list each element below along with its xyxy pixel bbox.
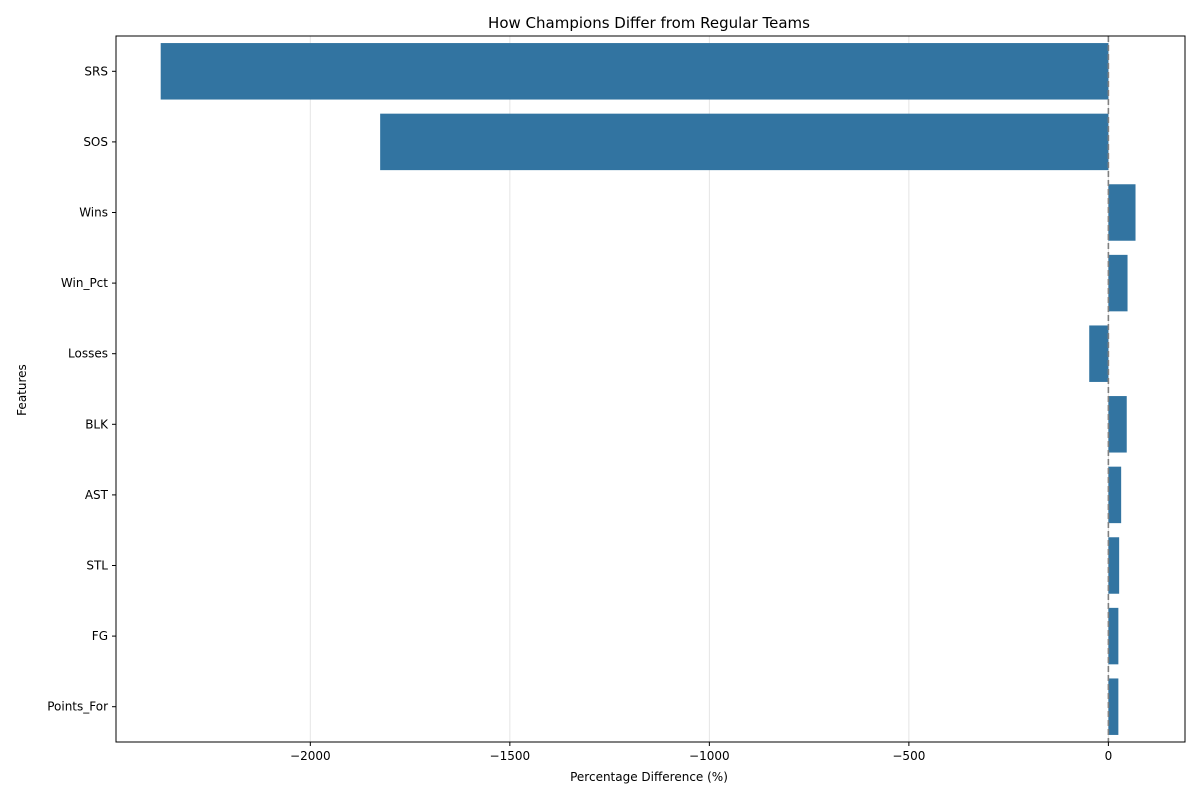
bar-points-for [1108, 678, 1119, 735]
y-tick-label: FG [92, 629, 108, 643]
y-tick-label: STL [86, 559, 108, 573]
y-tick-label: BLK [85, 417, 109, 431]
bar-win-pct [1108, 254, 1128, 312]
x-tick-label: −2000 [290, 749, 331, 763]
y-tick-label: Wins [79, 206, 108, 220]
bar-stl [1108, 537, 1120, 594]
y-tick-label: SOS [83, 135, 108, 149]
y-tick-label: Points_For [47, 700, 108, 714]
x-tick-labels: −2000 −1500 −1000 −500 0 [290, 742, 1112, 763]
bars [160, 43, 1136, 735]
chart-title: How Champions Differ from Regular Teams [488, 14, 810, 32]
y-tick-labels: SRS SOS Wins Win_Pct Losses BLK AST STL FG Points… [47, 64, 116, 714]
bar-sos [380, 113, 1109, 171]
plot-frame [115, 35, 1186, 743]
bar-wins [1108, 184, 1136, 241]
bar-losses [1089, 325, 1109, 382]
y-tick-label: Win_Pct [61, 276, 108, 290]
bar-ast [1108, 466, 1122, 524]
bar-fg [1108, 607, 1119, 665]
axes [115, 35, 1186, 743]
y-tick-label: SRS [84, 64, 108, 78]
bar-blk [1108, 396, 1127, 453]
y-tick-label: AST [85, 488, 109, 502]
y-tick-label: Losses [68, 347, 108, 361]
x-tick-label: −500 [892, 749, 925, 763]
y-axis-label: Features [15, 364, 29, 416]
bar-srs [160, 43, 1109, 100]
x-tick-label: −1000 [689, 749, 730, 763]
x-axis-label: Percentage Difference (%) [570, 770, 728, 784]
x-tick-label: −1500 [490, 749, 531, 763]
x-tick-label: 0 [1105, 749, 1113, 763]
